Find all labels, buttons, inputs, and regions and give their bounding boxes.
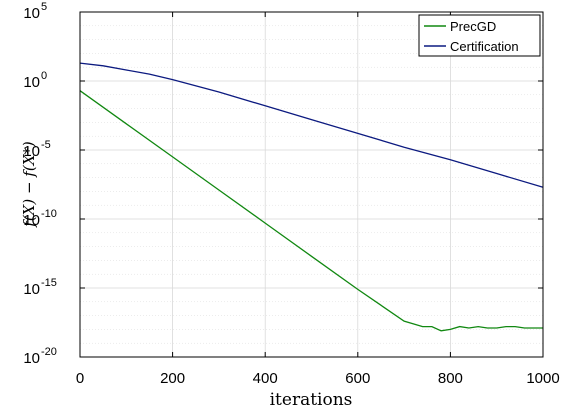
y-tick-label: 10: [23, 212, 40, 229]
y-tick-exponent: 5: [41, 1, 47, 13]
x-axis-label: iterations: [270, 390, 353, 410]
x-tick-label: 600: [345, 370, 370, 387]
legend-label-certification: Certification: [450, 39, 519, 54]
legend-label-precgd: PrecGD: [450, 19, 496, 34]
legend-box: [418, 14, 541, 57]
y-tick-exponent: -20: [41, 346, 57, 358]
y-tick-exponent: -15: [41, 277, 57, 289]
y-tick-exponent: -10: [41, 208, 57, 220]
y-tick-exponent: 0: [41, 70, 47, 82]
y-tick-label: 10: [23, 5, 40, 22]
x-tick-label: 0: [76, 370, 84, 387]
y-tick-label: 10: [23, 350, 40, 367]
series-lines: [79, 62, 544, 332]
x-tick-label: 800: [438, 370, 463, 387]
plot-frame: [79, 11, 544, 358]
series-line-precgd: [79, 90, 543, 332]
x-tick-label: 400: [253, 370, 278, 387]
y-axis-label: f(X) − f(X*): [20, 141, 38, 228]
y-tick-label: 10: [23, 74, 40, 91]
y-tick-label: 10: [23, 143, 40, 160]
legend: PrecGD Certification: [418, 14, 541, 57]
y-tick-label: 10: [23, 281, 40, 298]
grid-lines: [79, 11, 544, 358]
x-tick-label: 1000: [526, 370, 559, 387]
x-axis-ticks: 0 200 400 600 800 1000: [76, 12, 560, 387]
x-tick-label: 200: [160, 370, 185, 387]
y-tick-exponent: -5: [41, 139, 51, 151]
series-line-certification: [79, 62, 544, 188]
